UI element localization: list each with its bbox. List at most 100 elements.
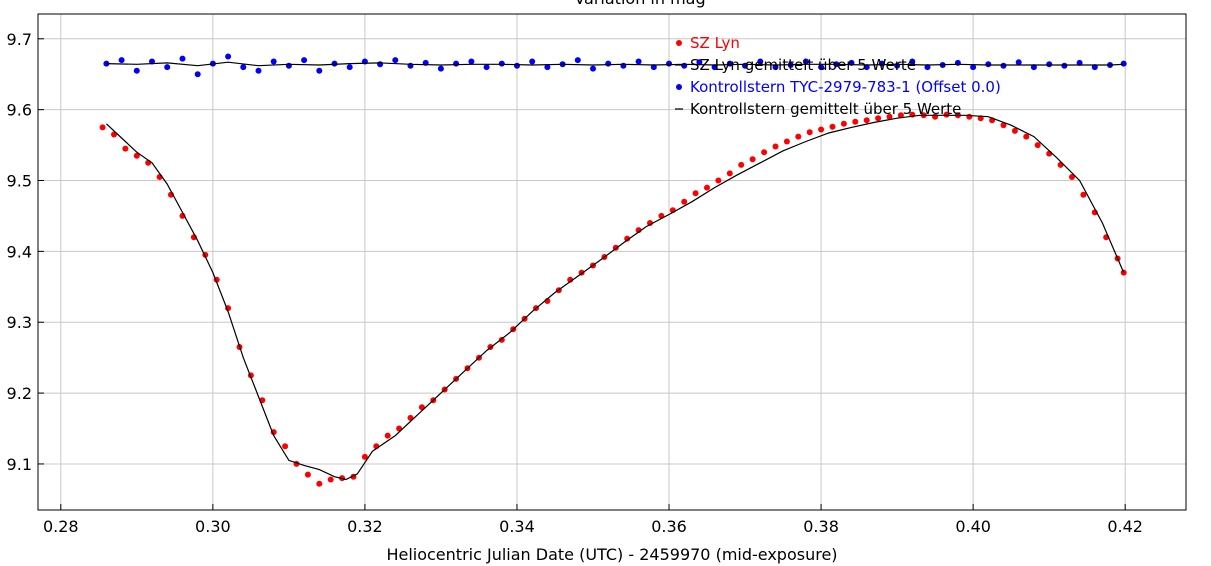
data-point <box>498 336 505 343</box>
data-point <box>886 113 893 120</box>
series-0 <box>99 111 1127 487</box>
data-point <box>1057 161 1064 168</box>
data-point <box>650 64 657 71</box>
data-point <box>1046 61 1053 68</box>
data-point <box>761 149 768 156</box>
y-tick-label: 9.6 <box>7 101 32 120</box>
y-tick-label: 9.5 <box>7 172 32 191</box>
data-point <box>133 67 140 74</box>
data-point <box>924 64 931 71</box>
plot-frame <box>37 13 1187 511</box>
data-point <box>647 220 653 226</box>
data-point <box>377 61 384 68</box>
x-tick-label: 0.32 <box>347 517 383 536</box>
data-point <box>726 170 733 177</box>
data-point <box>1023 133 1030 140</box>
y-tick-label: 9.1 <box>7 455 32 474</box>
data-point <box>327 476 334 483</box>
data-point <box>829 123 836 130</box>
data-point <box>1000 122 1007 129</box>
data-point <box>757 58 764 65</box>
data-point <box>681 62 688 69</box>
data-point <box>772 64 779 71</box>
data-point <box>240 64 247 71</box>
data-point <box>1120 60 1127 67</box>
x-tick-label: 0.36 <box>651 517 687 536</box>
data-point <box>255 67 262 74</box>
data-point <box>696 59 703 66</box>
data-point <box>954 59 961 66</box>
data-point <box>711 64 718 71</box>
data-point <box>806 129 813 136</box>
series-line <box>106 61 1124 67</box>
data-point <box>498 60 505 67</box>
x-tick-label: 0.42 <box>1107 517 1143 536</box>
data-point <box>164 64 171 71</box>
data-point <box>285 62 292 69</box>
data-point <box>316 480 323 487</box>
data-point <box>194 71 201 78</box>
series-layer <box>99 53 1127 487</box>
data-point <box>605 60 612 67</box>
data-point <box>407 62 414 69</box>
data-point <box>818 126 825 133</box>
x-tick-label: 0.30 <box>195 517 231 536</box>
data-point <box>574 57 581 64</box>
data-point <box>897 112 904 119</box>
data-point <box>590 65 596 72</box>
data-point <box>225 53 232 60</box>
legend-point-marker <box>676 40 682 46</box>
data-point <box>133 152 140 159</box>
data-point <box>666 60 672 67</box>
data-point <box>681 198 688 205</box>
data-point <box>783 138 790 145</box>
y-tick-label: 9.3 <box>7 313 32 332</box>
data-point <box>852 118 859 125</box>
data-point <box>384 432 391 439</box>
data-point <box>282 443 289 450</box>
y-tick-label: 9.4 <box>7 242 32 261</box>
y-tick-label: 9.7 <box>7 30 32 49</box>
data-point <box>1080 191 1087 198</box>
data-point <box>468 58 475 65</box>
data-point <box>483 64 490 71</box>
data-point <box>1069 174 1075 180</box>
data-point <box>118 57 125 64</box>
data-point <box>316 67 323 74</box>
data-point <box>331 60 338 67</box>
data-point <box>1015 59 1022 66</box>
data-point <box>985 61 992 68</box>
data-point <box>795 133 802 140</box>
data-point <box>392 57 399 64</box>
data-point <box>749 156 756 163</box>
data-point <box>704 184 710 191</box>
data-point <box>1061 62 1068 69</box>
x-tick-label: 0.40 <box>955 517 991 536</box>
data-point <box>875 115 882 122</box>
data-point <box>970 64 977 71</box>
data-point <box>1034 142 1041 149</box>
y-tick-label: 9.2 <box>7 384 32 403</box>
data-point <box>863 64 870 71</box>
data-point <box>909 58 916 65</box>
data-point <box>802 58 809 65</box>
data-point <box>863 117 870 124</box>
data-point <box>738 161 745 168</box>
data-point <box>715 177 722 184</box>
series-1 <box>105 114 1125 481</box>
x-axis-title: Heliocentric Julian Date (UTC) - 2459970… <box>386 545 837 564</box>
data-point <box>1011 127 1018 134</box>
data-point <box>304 471 311 478</box>
data-point <box>301 57 308 64</box>
data-point <box>772 143 779 150</box>
data-point <box>346 64 353 71</box>
data-point <box>692 190 699 197</box>
series-line <box>105 114 1125 481</box>
x-tick-label: 0.28 <box>43 517 79 536</box>
data-point <box>966 113 973 120</box>
chart-title: Variation in mag <box>574 0 705 8</box>
data-point <box>1000 62 1007 69</box>
ticks: 0.28 0.30 0.32 0.34 0.36 0.38 0.40 0.42 9.1 9.2 9.… <box>7 30 1143 536</box>
x-tick-label: 0.34 <box>499 517 535 536</box>
